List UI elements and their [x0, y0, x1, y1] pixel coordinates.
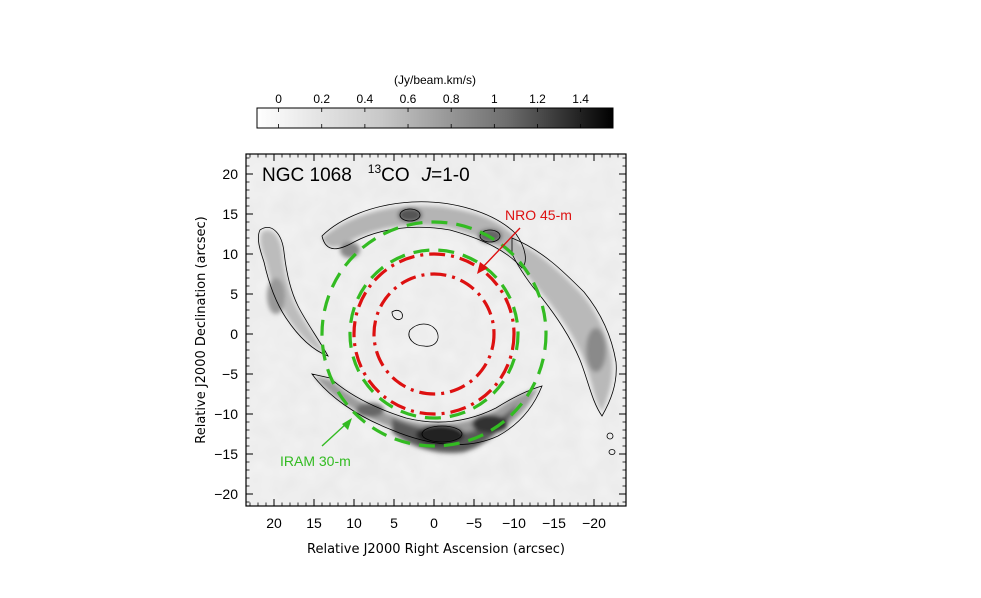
- x-tick-label: −15: [542, 515, 566, 531]
- y-tick-label: −15: [214, 446, 238, 462]
- colorbar: (Jy/beam.km/s) 0 0.2 0.4 0.6 0.8 1 1.2 1.4: [256, 73, 614, 129]
- title-isotope: 13: [368, 162, 382, 176]
- x-axis-label: Relative J2000 Right Ascension (arcsec): [307, 542, 565, 557]
- y-tick-label: −10: [214, 406, 238, 422]
- y-axis-label: Relative J2000 Declination (arcsec): [194, 216, 209, 443]
- beam-circle-nro-45-m: [352, 252, 516, 416]
- beam-circle-iram-30-m: [320, 220, 548, 448]
- x-tick-label: 20: [266, 515, 282, 531]
- emission-northern-arm: [322, 205, 524, 266]
- x-tick-label: 0: [430, 515, 438, 531]
- colorbar-unit-label: (Jy/beam.km/s): [394, 73, 476, 87]
- x-tick-label: −10: [502, 515, 526, 531]
- y-tick-label: −5: [222, 366, 238, 382]
- emission-map: [257, 201, 617, 455]
- title-transition-letter: J: [421, 165, 432, 186]
- title-prefix: NGC 1068: [262, 165, 352, 186]
- beam-circles: [320, 220, 548, 448]
- annotation-iram-label: IRAM 30-m: [280, 453, 351, 469]
- colorbar-tick-label: 1.2: [529, 92, 546, 106]
- annotation-iram-arrow-head: [342, 418, 352, 430]
- title-transition-rest: =1-0: [431, 165, 470, 186]
- colorbar-tick-label: 0.6: [400, 92, 417, 106]
- x-tick-label: 10: [346, 515, 362, 531]
- annotation-nro-arrow-head: [477, 262, 488, 274]
- y-tick-label: −20: [214, 486, 238, 502]
- x-tick-label: −5: [466, 515, 482, 531]
- map-frame: [245, 153, 627, 507]
- y-tick-label: 20: [222, 166, 238, 182]
- colorbar-tick-label: 0.8: [443, 92, 460, 106]
- contour-south: [311, 373, 543, 445]
- contour-knot-3: [421, 425, 463, 443]
- emission-western-arm: [512, 240, 613, 412]
- map-panel: 20 15 10 5 0 −5 −10 −15 −20 20 15 10 5 0 −5 −10 −15 −20 N…: [214, 153, 627, 531]
- emission-knot-north-1: [398, 208, 422, 222]
- y-tick-label: 15: [222, 206, 238, 222]
- annotation-iram-arrow-line: [321, 422, 348, 447]
- colorbar-tick-label: 0.2: [313, 92, 330, 106]
- emission-peak-2: [472, 415, 508, 433]
- contour-knot-1: [399, 208, 421, 222]
- emission-eastern-arm: [260, 230, 326, 354]
- y-tick-label: 0: [230, 326, 238, 342]
- contour-knot-5: [608, 449, 616, 455]
- contour-nucleus: [408, 323, 439, 347]
- x-tick-label: 15: [306, 515, 322, 531]
- colorbar-tick-label: 1.4: [572, 92, 589, 106]
- emission-knot-west: [586, 328, 606, 372]
- contour-knot-2: [479, 229, 501, 243]
- colorbar-tick-label: 1: [491, 92, 498, 106]
- beam-circle-iram-30-m: [348, 248, 520, 420]
- contour-north: [321, 201, 526, 269]
- colorbar-tick-label: 0.4: [357, 92, 374, 106]
- title-molecule: CO: [381, 165, 410, 186]
- contour-knot-4: [606, 432, 614, 440]
- contour-east: [257, 227, 329, 357]
- annotation-nro-label: NRO 45-m: [505, 207, 572, 223]
- x-tick-label: −20: [582, 515, 606, 531]
- x-tick-label: 5: [390, 515, 398, 531]
- y-tick-label: 10: [222, 246, 238, 262]
- map-title: NGC 1068 13CO J=1-0: [262, 162, 470, 186]
- y-tick-label: 5: [230, 286, 238, 302]
- contour-inner-knot: [391, 310, 403, 320]
- contour-west: [511, 237, 617, 417]
- colorbar-gradient: [256, 107, 614, 129]
- annotation-nro-arrow-line: [481, 227, 521, 269]
- colorbar-tick-label: 0: [275, 92, 282, 106]
- axis-ticks: 20 15 10 5 0 −5 −10 −15 −20 20 15 10 5 0 −5 −10 −15 −20: [214, 154, 626, 531]
- contours: [257, 201, 617, 455]
- emission-peak-3: [356, 403, 384, 417]
- emission-knot-east: [267, 278, 285, 314]
- beam-circle-nro-45-m: [372, 272, 496, 396]
